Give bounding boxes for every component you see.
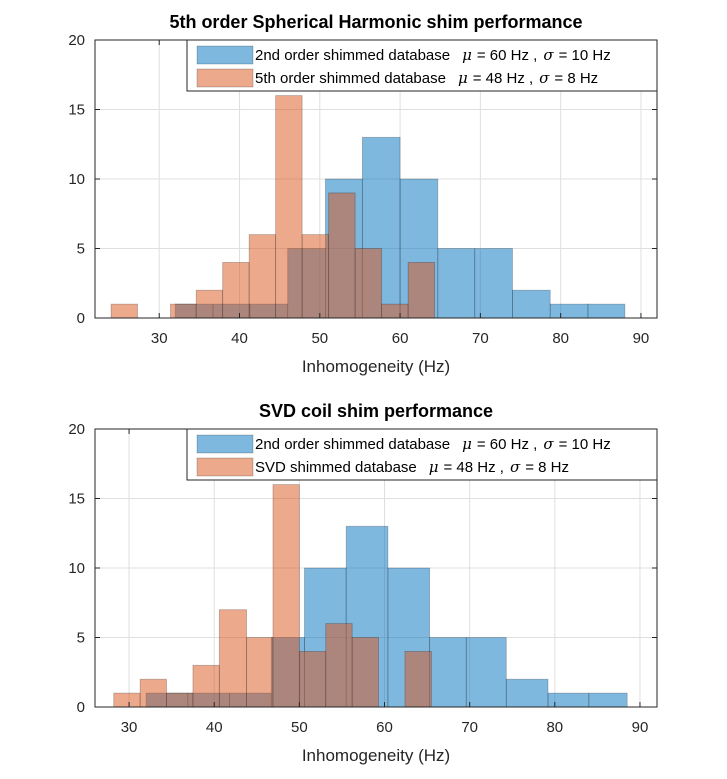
- histogram-bar: [587, 303, 626, 319]
- legend-sigma-value: = 10 Hz: [559, 436, 611, 453]
- histogram-bar: [113, 692, 141, 708]
- histogram-bar: [248, 234, 277, 319]
- legend-entry: SVD shimmed database μ = 48 Hz , σ = 8 Hz: [255, 458, 569, 476]
- histogram-bar: [218, 609, 247, 708]
- y-tick-label: 0: [77, 310, 85, 327]
- x-tick-label: 90: [632, 719, 649, 736]
- histogram-bar: [170, 303, 197, 319]
- legend-mu-symbol: μ: [462, 46, 472, 64]
- y-tick-label: 20: [68, 32, 85, 49]
- x-tick-label: 70: [461, 719, 478, 736]
- y-tick-label: 5: [77, 241, 85, 258]
- histogram-bar: [166, 692, 194, 708]
- histogram-bar: [381, 303, 409, 319]
- legend-sigma-symbol: σ: [539, 69, 550, 87]
- y-tick-label: 10: [68, 560, 85, 577]
- x-tick-label: 30: [121, 719, 138, 736]
- x-axis-label: Inhomogeneity (Hz): [302, 357, 450, 376]
- legend-sigma-value: = 10 Hz: [559, 47, 611, 64]
- legend: 2nd order shimmed database μ = 60 Hz , σ = 1…: [186, 39, 658, 92]
- histogram-bar: [512, 289, 551, 319]
- histogram-bar: [246, 637, 274, 708]
- x-tick-label: 50: [311, 330, 328, 347]
- chart-title: 5th order Spherical Harmonic shim perfor…: [169, 12, 582, 32]
- x-tick-label: 60: [376, 719, 393, 736]
- histogram-bar: [275, 95, 303, 319]
- histogram-bar: [301, 234, 330, 319]
- histogram-bar: [588, 692, 628, 708]
- legend-sigma-symbol: σ: [510, 458, 521, 476]
- y-tick-label: 15: [68, 491, 85, 508]
- x-axis-label: Inhomogeneity (Hz): [302, 746, 450, 765]
- histogram-bar: [505, 678, 549, 708]
- histogram-bar: [549, 303, 589, 319]
- legend-label: SVD shimmed database: [255, 459, 417, 476]
- y-tick-label: 20: [68, 421, 85, 438]
- legend-entry: 2nd order shimmed database μ = 60 Hz , σ = 1…: [255, 435, 611, 453]
- histogram-bar: [325, 623, 353, 708]
- x-tick-label: 60: [392, 330, 409, 347]
- x-tick-label: 50: [291, 719, 308, 736]
- x-tick-label: 30: [151, 330, 168, 347]
- x-tick-label: 70: [472, 330, 489, 347]
- legend-entry: 5th order shimmed database μ = 48 Hz , σ = 8…: [255, 69, 598, 87]
- legend-sigma-value: = 8 Hz: [525, 459, 569, 476]
- legend-entry: 2nd order shimmed database μ = 60 Hz , σ = 1…: [255, 46, 611, 64]
- legend-mu-symbol: μ: [462, 435, 472, 453]
- histogram-bar: [474, 248, 513, 319]
- legend-label: 2nd order shimmed database: [255, 47, 450, 64]
- legend: 2nd order shimmed database μ = 60 Hz , σ = 1…: [186, 428, 658, 481]
- histogram-bar: [547, 692, 590, 708]
- histogram-bar: [298, 651, 327, 708]
- legend-sigma-value: = 8 Hz: [554, 70, 598, 87]
- legend-sigma-symbol: σ: [543, 46, 554, 64]
- histogram-bar: [195, 289, 224, 319]
- y-tick-label: 10: [68, 171, 85, 188]
- legend-mu-symbol: μ: [429, 458, 439, 476]
- series-2: [113, 484, 432, 708]
- chart-1: 30 40 50 60 70 80 90 0 5 10 15 20 5th order Spherica…: [68, 12, 658, 376]
- histogram-bar: [437, 248, 476, 319]
- histogram-bar: [465, 637, 507, 708]
- histogram-bar: [404, 651, 432, 708]
- legend-swatch: [196, 434, 254, 454]
- y-tick-label: 0: [77, 699, 85, 716]
- legend-swatch: [196, 45, 254, 65]
- y-tick-label: 15: [68, 102, 85, 119]
- legend-mu-value: = 48 Hz ,: [473, 70, 533, 87]
- chart-title: SVD coil shim performance: [259, 401, 493, 421]
- legend-mu-value: = 48 Hz ,: [444, 459, 504, 476]
- histogram-bar: [407, 261, 436, 319]
- histogram-bar: [354, 248, 383, 319]
- histogram-bar: [272, 484, 300, 708]
- legend-sigma-symbol: σ: [543, 435, 554, 453]
- histogram-bar: [351, 637, 379, 708]
- histogram-bar: [192, 664, 220, 708]
- legend-swatch: [196, 457, 254, 477]
- legend-box: [186, 428, 658, 481]
- x-tick-label: 80: [546, 719, 563, 736]
- legend-label: 2nd order shimmed database: [255, 436, 450, 453]
- histogram-bar: [429, 637, 467, 708]
- x-tick-label: 90: [633, 330, 650, 347]
- legend-mu-value: = 60 Hz ,: [477, 47, 537, 64]
- histogram-bar: [222, 261, 250, 319]
- chart-2: 30 40 50 60 70 80 90 0 5 10 15 20 SVD coil shim perf…: [68, 401, 658, 765]
- legend-box: [186, 39, 658, 92]
- legend-mu-value: = 60 Hz ,: [477, 436, 537, 453]
- histogram-bar: [139, 678, 167, 708]
- x-tick-label: 40: [206, 719, 223, 736]
- x-tick-label: 40: [231, 330, 248, 347]
- x-tick-label: 80: [552, 330, 569, 347]
- histogram-bar: [110, 303, 138, 319]
- legend-mu-symbol: μ: [458, 69, 468, 87]
- y-tick-label: 5: [77, 630, 85, 647]
- legend-label: 5th order shimmed database: [255, 70, 446, 87]
- legend-swatch: [196, 68, 254, 88]
- histogram-bar: [328, 192, 356, 319]
